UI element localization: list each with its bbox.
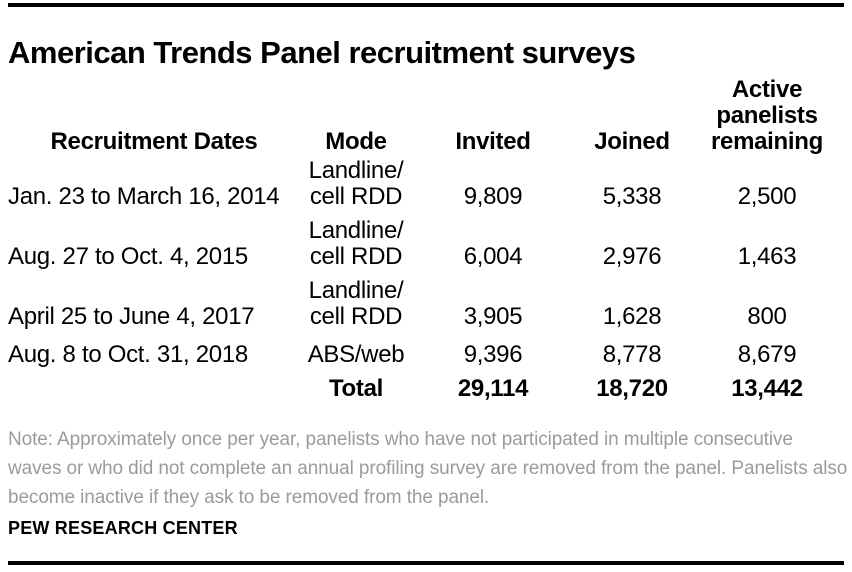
cell-active-panelists: 2,500 bbox=[737, 183, 797, 210]
cell-active-panelists: 800 bbox=[747, 303, 787, 330]
mode-line-2: cell RDD bbox=[309, 183, 403, 210]
mode-line-1: Landline/ bbox=[308, 157, 404, 184]
cell-total-joined: 18,720 bbox=[596, 375, 668, 402]
cell-mode: Landline/ cell RDD bbox=[300, 158, 412, 210]
cell-mode: Landline/ cell RDD bbox=[300, 278, 412, 330]
column-header-joined: Joined bbox=[594, 128, 670, 155]
cell-joined: 2,976 bbox=[602, 243, 662, 270]
footnote: Note: Approximately once per year, panel… bbox=[8, 429, 848, 508]
cell-joined: 1,628 bbox=[602, 303, 662, 330]
cell-total-label: Total bbox=[328, 375, 384, 402]
cell-recruitment-dates: Jan. 23 to March 16, 2014 bbox=[8, 183, 280, 210]
cell-total-invited: 29,114 bbox=[457, 375, 529, 402]
table-row: Jan. 23 to March 16, 2014 Landline/ cell… bbox=[8, 155, 844, 210]
cell-invited: 9,809 bbox=[463, 183, 523, 210]
column-header-mode: Mode bbox=[325, 128, 387, 155]
cell-active-panelists: 1,463 bbox=[737, 243, 797, 270]
cell-joined: 5,338 bbox=[602, 183, 662, 210]
recruitment-table: Recruitment Dates Mode Invited Joined Ac… bbox=[8, 69, 844, 402]
table-header-row: Recruitment Dates Mode Invited Joined Ac… bbox=[8, 69, 844, 155]
bottom-rule bbox=[8, 561, 844, 565]
cell-recruitment-dates: Aug. 27 to Oct. 4, 2015 bbox=[8, 243, 248, 270]
cell-joined: 8,778 bbox=[602, 341, 662, 368]
cell-invited: 6,004 bbox=[463, 243, 523, 270]
table-row: April 25 to June 4, 2017 Landline/ cell … bbox=[8, 270, 844, 330]
cell-mode: ABS/web bbox=[300, 342, 412, 368]
cell-recruitment-dates: April 25 to June 4, 2017 bbox=[8, 303, 255, 330]
cell-total-active-panelists: 13,442 bbox=[731, 375, 803, 402]
mode-line-2: cell RDD bbox=[309, 303, 403, 330]
top-rule bbox=[8, 3, 844, 7]
column-header-recruitment-dates: Recruitment Dates bbox=[50, 128, 258, 155]
table-row: Aug. 8 to Oct. 31, 2018 ABS/web 9,396 8,… bbox=[8, 330, 844, 368]
mode-line-1: ABS/web bbox=[307, 341, 405, 368]
column-header-invited: Invited bbox=[455, 128, 531, 155]
table-total-row: Total 29,114 18,720 13,442 bbox=[8, 368, 844, 402]
cell-mode: Landline/ cell RDD bbox=[300, 218, 412, 270]
mode-line-2: cell RDD bbox=[309, 243, 403, 270]
cell-invited: 3,905 bbox=[463, 303, 523, 330]
source-attribution: PEW RESEARCH CENTER bbox=[8, 518, 238, 538]
mode-line-1: Landline/ bbox=[308, 217, 404, 244]
cell-active-panelists: 8,679 bbox=[737, 341, 797, 368]
page-title: American Trends Panel recruitment survey… bbox=[8, 35, 636, 70]
cell-invited: 9,396 bbox=[463, 341, 523, 368]
mode-line-1: Landline/ bbox=[308, 277, 404, 304]
table-row: Aug. 27 to Oct. 4, 2015 Landline/ cell R… bbox=[8, 210, 844, 270]
cell-recruitment-dates: Aug. 8 to Oct. 31, 2018 bbox=[8, 341, 248, 368]
column-header-active-panelists-remaining: Active panelists remaining bbox=[711, 76, 823, 155]
